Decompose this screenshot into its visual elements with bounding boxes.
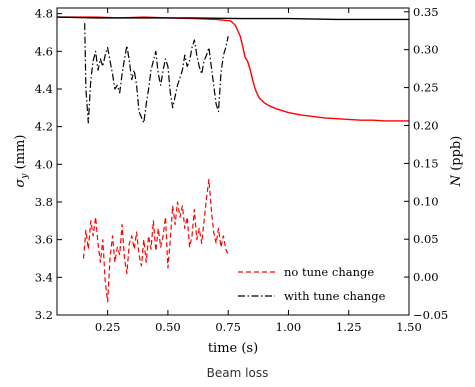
y-right-tick-label: 0.20 bbox=[413, 118, 439, 132]
x-tick-label: 0.50 bbox=[155, 320, 181, 334]
ticks-layer: 0.25 0.50 0.75 1.00 1.25 1.50 3.2 3.4 3.6 3.8 4.0 4… bbox=[35, 5, 449, 334]
y-right-tick-label: 0.15 bbox=[413, 156, 439, 170]
y-left-tick-label: 3.8 bbox=[35, 195, 53, 209]
series-line-0 bbox=[82, 178, 229, 303]
y-right-tick-label: 0.05 bbox=[413, 232, 439, 246]
legend-label-with-tune-change: with tune change bbox=[284, 289, 386, 303]
y-left-tick-label: 4.6 bbox=[35, 44, 53, 58]
svg-text:N (ppb): N (ppb) bbox=[449, 136, 464, 188]
y-right-tick-label: 0.30 bbox=[413, 43, 439, 57]
legend: no tune change with tune change bbox=[238, 265, 386, 303]
x-tick-label: 0.25 bbox=[95, 320, 121, 334]
y-left-tick-label: 3.6 bbox=[35, 233, 53, 247]
x-tick-label: 1.50 bbox=[396, 320, 422, 334]
y-left-tick-label: 4.4 bbox=[35, 82, 53, 96]
y-axis-left-label: σy (mm) bbox=[13, 135, 30, 188]
y-axis-right-label: N (ppb) bbox=[449, 136, 464, 188]
series-line-3 bbox=[56, 16, 409, 21]
figure-caption: Beam loss bbox=[206, 366, 269, 380]
x-tick-label: 1.25 bbox=[336, 320, 362, 334]
series-line-1 bbox=[84, 23, 229, 124]
y-left-tick-label: 4.2 bbox=[35, 120, 53, 134]
y-left-tick-label: 4.0 bbox=[35, 157, 53, 171]
plot-frame bbox=[56, 7, 410, 316]
series-line-2 bbox=[57, 16, 409, 122]
x-tick-label: 1.00 bbox=[276, 320, 302, 334]
y-right-tick-label: 0.10 bbox=[413, 194, 439, 208]
y-right-tick-label: 0.25 bbox=[413, 81, 439, 95]
legend-label-no-tune-change: no tune change bbox=[284, 265, 374, 279]
y-left-tick-label: 3.4 bbox=[35, 270, 53, 284]
svg-text:σy (mm): σy (mm) bbox=[13, 135, 30, 188]
y-left-tick-label: 3.2 bbox=[35, 308, 53, 322]
x-axis-label: time (s) bbox=[208, 341, 258, 356]
y-right-tick-label: 0.00 bbox=[413, 270, 439, 284]
x-tick-label: 0.75 bbox=[215, 320, 241, 334]
series-layer bbox=[56, 16, 409, 303]
y-left-tick-label: 4.8 bbox=[35, 7, 53, 21]
y-right-tick-label: 0.35 bbox=[413, 5, 439, 19]
y-right-tick-label: −0.05 bbox=[413, 308, 448, 322]
